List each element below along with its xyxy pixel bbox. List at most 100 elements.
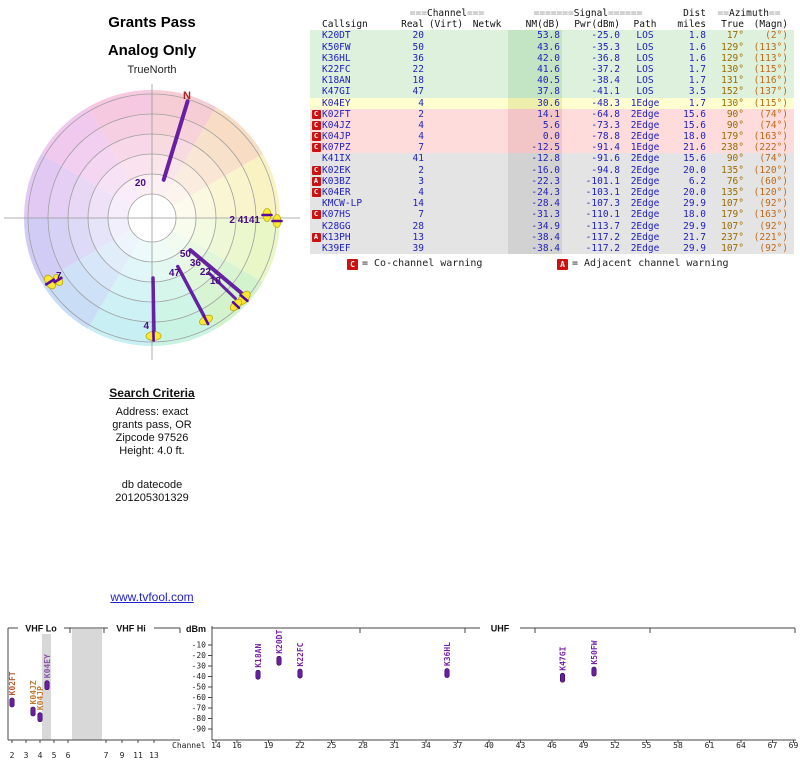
- station-table: ===Channel=== =======Signal====== Dist =…: [310, 8, 794, 255]
- north-marker: N: [183, 90, 191, 102]
- y-tick-label: -90: [192, 725, 207, 734]
- cell-az-true: 90°: [726, 119, 744, 131]
- warning-gutter: [310, 198, 322, 209]
- cell-miles: 1.7: [688, 97, 706, 109]
- cell-az-magn: (113°): [753, 41, 788, 53]
- station-marker: [30, 706, 36, 717]
- station-label: K20DT: [275, 630, 284, 654]
- warning-gutter: A: [310, 232, 322, 243]
- channel-tick-label: 5: [52, 751, 57, 760]
- station-label: K04JZ: [29, 680, 38, 704]
- cell-az-magn: (120°): [753, 164, 788, 176]
- radar-sector: [152, 218, 280, 282]
- cell-virt: [426, 232, 466, 243]
- cell-real: 7: [418, 209, 424, 221]
- cell-az-true: 135°: [721, 164, 744, 176]
- cell-nm: -12.8: [508, 153, 562, 165]
- station-label: K04JP: [36, 686, 45, 710]
- warning-gutter: C: [310, 187, 322, 198]
- table-row: K22FC 22 41.6 -37.2 LOS 1.7 130° (115°): [310, 63, 794, 76]
- radar-sector: [41, 218, 152, 329]
- channel-tick-label: 31: [390, 741, 400, 750]
- cell-miles: 20.0: [683, 187, 706, 198]
- cell-virt: [426, 209, 466, 220]
- search-zipcode-line: Zipcode 97526: [115, 432, 189, 444]
- spoke-ch4-south: [151, 276, 156, 334]
- cell-real: 4: [418, 131, 424, 143]
- spoke-ch20: [161, 99, 190, 182]
- db-datecode-value: 201205301329: [115, 492, 189, 504]
- cell-pwr: -101.1: [585, 175, 620, 187]
- cell-netwk: [466, 187, 508, 198]
- col-miles: miles: [677, 19, 706, 31]
- radar-sector: [152, 107, 263, 218]
- warning-gutter: [310, 221, 322, 232]
- cell-real: 41: [412, 153, 424, 165]
- warning-badge: C: [311, 120, 321, 130]
- cell-callsign: K07PZ: [322, 142, 351, 154]
- cell-nm: -34.9: [508, 220, 562, 232]
- channel-tick-label: 22: [295, 741, 305, 750]
- channel-tick-label: 34: [421, 741, 431, 750]
- col-pwr: Pwr(dBm): [574, 19, 620, 31]
- cell-netwk: [466, 142, 508, 153]
- table-row: K47GI 47 37.8 -41.1 LOS 3.5 152° (137°): [310, 86, 794, 98]
- cell-az-true: 129°: [721, 41, 744, 53]
- cell-callsign: K04ER: [322, 187, 351, 198]
- warning-gutter: [310, 98, 322, 109]
- radar-sector: [23, 154, 153, 218]
- table-row: K28GG 28 -34.9 -113.7 2Edge 29.9 107° (92°): [310, 220, 794, 232]
- channel-tick-label: 14: [211, 741, 221, 750]
- cell-virt: [426, 120, 466, 131]
- cell-path: LOS: [636, 63, 654, 75]
- cell-path: 1Edge: [630, 97, 660, 109]
- frequency-gap-bands: [42, 629, 102, 740]
- col-true: True: [721, 19, 744, 31]
- cell-callsign: K18AN: [322, 75, 351, 87]
- cell-pwr: -117.2: [585, 231, 620, 243]
- cell-az-magn: (92°): [759, 220, 788, 232]
- cell-path: LOS: [636, 86, 654, 98]
- cell-netwk: [466, 98, 508, 109]
- warning-badge: A: [311, 176, 321, 186]
- cell-miles: 1.7: [688, 75, 706, 87]
- channel-tick-label: 40: [484, 741, 494, 750]
- cell-virt: [426, 53, 466, 64]
- search-address-line: Address: exact: [115, 406, 189, 418]
- cell-netwk: [466, 64, 508, 75]
- warning-gutter: [310, 153, 322, 164]
- cell-pwr: -91.4: [591, 142, 620, 154]
- table-row: C K07PZ 7 -12.5 -91.4 1Edge 21.6 238° (222°): [310, 142, 794, 154]
- channel-tick-label: 16: [232, 741, 242, 750]
- y-axis-labels: -10-20 -30-40 -50-60 -70-80 -90: [192, 641, 212, 734]
- cell-az-true: 76°: [726, 175, 744, 187]
- channel-tick-label: 64: [736, 741, 746, 750]
- cell-callsign: K22FC: [322, 63, 351, 75]
- channel-tick-label: 37: [453, 741, 463, 750]
- cell-nm: -16.0: [508, 164, 562, 176]
- table-row: C K04ER 4 -24.3 -103.1 2Edge 20.0 135° (120°): [310, 187, 794, 199]
- cell-miles: 29.9: [683, 198, 706, 210]
- legend-adjacent-channel: A = Adjacent channel warning: [557, 258, 729, 270]
- tvfool-link[interactable]: www.tvfool.com: [110, 590, 194, 604]
- oval-ticks: [44, 213, 283, 342]
- cell-virt: [426, 64, 466, 75]
- cell-real: 4: [418, 187, 424, 198]
- table-row: K39EF 39 -38.4 -117.2 2Edge 29.9 107° (92°): [310, 242, 794, 255]
- spoke-label-20: 20: [135, 178, 147, 189]
- channel-tick-label: 43: [516, 741, 526, 750]
- cell-miles: 1.8: [688, 30, 706, 42]
- cell-miles: 18.0: [683, 131, 706, 143]
- radar-sector: [88, 218, 152, 347]
- cell-real: 4: [418, 119, 424, 131]
- cell-callsign: KMCW-LP: [322, 198, 363, 210]
- cell-nm: -38.4: [508, 242, 562, 255]
- uhf-label: UHF: [491, 624, 510, 634]
- cell-nm: 43.6: [508, 41, 562, 53]
- warning-gutter: [310, 86, 322, 97]
- cell-pwr: -91.6: [591, 153, 620, 165]
- search-height-line: Height: 4.0 ft.: [119, 445, 185, 457]
- cell-netwk: [466, 75, 508, 86]
